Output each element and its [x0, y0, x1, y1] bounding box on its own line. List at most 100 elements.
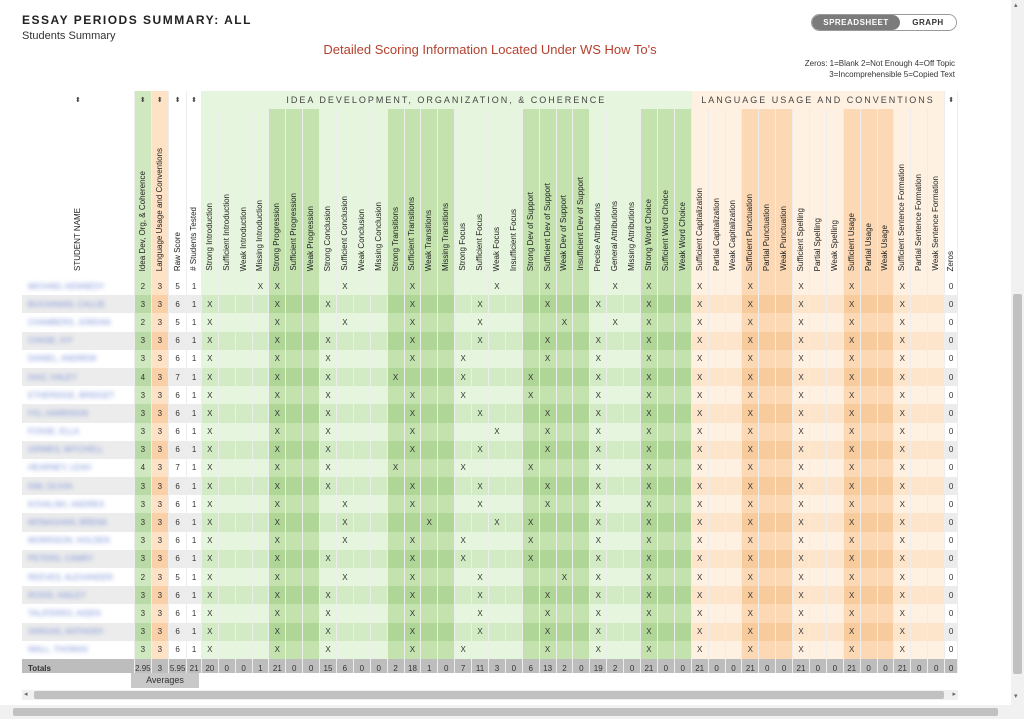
spreadsheet-tab[interactable]: SPREADSHEET — [812, 15, 900, 30]
student-name-cell[interactable]: KIM, OLIVIA — [22, 477, 135, 496]
student-name[interactable]: MONAGHAN, BRENA — [28, 518, 108, 528]
student-name[interactable]: GRIMES, MITCHELL — [28, 445, 104, 455]
header-idea-criterion[interactable]: Insufficient Dev of Support — [572, 109, 591, 277]
student-name-cell[interactable]: PETERS, CAMRY — [22, 549, 135, 568]
header-student-name[interactable]: STUDENT NAME — [22, 109, 135, 277]
header-lang-criterion[interactable]: Weak Sentence Formation — [927, 109, 946, 277]
student-name[interactable]: DANIEL, ANDREW — [28, 354, 97, 364]
header-idea-criterion[interactable]: Sufficient Word Choice — [657, 109, 675, 277]
header-idea-criterion[interactable]: Strong Transitions — [387, 109, 405, 277]
sort-students-tested-icon[interactable]: ⬍ — [186, 91, 202, 109]
student-name-cell[interactable]: MICHAEL KENNEDY — [22, 277, 135, 296]
header-lang-criterion[interactable]: Partial Sentence Formation — [910, 109, 929, 277]
student-name-cell[interactable]: HEARNEY, LEAH — [22, 458, 135, 478]
header-idea-criterion[interactable]: Weak Word Choice — [674, 109, 692, 277]
header-lang-criterion[interactable]: Sufficient Punctuation — [741, 109, 760, 277]
student-name[interactable]: FIG, HARRISON — [28, 408, 89, 418]
header-idea-criterion[interactable]: Missing Transitions — [437, 109, 456, 277]
student-name[interactable]: ETHERIDGE, BRIDGET — [28, 390, 115, 400]
header-students-tested[interactable]: # Students Tested — [186, 109, 202, 277]
header-lang-criterion[interactable]: Sufficient Sentence Formation — [893, 109, 912, 277]
header-idea-criterion[interactable]: Strong Dev of Support — [522, 109, 540, 277]
sort-student-name-icon[interactable]: ⬍ — [22, 91, 135, 109]
student-name-cell[interactable]: ROSSI, HAILEY — [22, 586, 135, 605]
header-idea-criterion[interactable]: Missing Introduction — [252, 109, 270, 277]
student-name-cell[interactable]: GRIMES, MITCHELL — [22, 440, 135, 459]
sort-lang-score-icon[interactable]: ⬍ — [151, 91, 169, 109]
student-name-cell[interactable]: MORRISON, HOLDEN — [22, 531, 135, 550]
student-name[interactable]: REEVES, ALEXANDER — [28, 572, 113, 582]
header-idea-criterion[interactable]: Strong Introduction — [201, 109, 219, 277]
student-name-cell[interactable]: FOSSE, ELLA — [22, 422, 135, 441]
header-lang-criterion[interactable]: Partial Spelling — [809, 109, 827, 277]
student-name-cell[interactable]: DIAZ, HALEY — [22, 367, 135, 387]
horizontal-scrollbar[interactable]: ◂ ▸ — [22, 690, 958, 700]
student-name-cell[interactable]: BUCHANAN, CALLIE — [22, 295, 135, 314]
horizontal-scroll-thumb[interactable] — [34, 691, 944, 699]
vertical-scroll-thumb[interactable] — [1013, 294, 1022, 674]
student-name-cell[interactable]: TALIFERRO, AIDEN — [22, 604, 135, 623]
student-name[interactable]: MICHAEL KENNEDY — [28, 281, 105, 291]
header-idea-criterion[interactable]: Sufficient Conclusion — [336, 109, 354, 277]
header-idea-criterion[interactable]: Weak Focus — [488, 109, 506, 277]
scroll-down-icon[interactable]: ▾ — [1014, 693, 1018, 700]
header-lang-criterion[interactable]: Weak Spelling — [826, 109, 844, 277]
scroll-right-icon[interactable]: ▸ — [952, 691, 956, 698]
header-idea-criterion[interactable]: Weak Progression — [302, 109, 321, 277]
header-idea-criterion[interactable]: Sufficient Dev of Support — [539, 109, 557, 277]
student-name[interactable]: PETERS, CAMRY — [28, 554, 94, 564]
header-idea-criterion[interactable]: Weak Conclusion — [353, 109, 371, 277]
header-lang-criterion[interactable]: Sufficient Capitalization — [691, 109, 709, 277]
header-idea-criterion[interactable]: Sufficient Progression — [285, 109, 304, 277]
window-scrollbar[interactable] — [0, 705, 1024, 719]
student-name-cell[interactable]: DANIEL, ANDREW — [22, 349, 135, 368]
student-name[interactable]: CHAMBERS, JORDAN — [28, 317, 111, 327]
header-lang-criterion[interactable]: Sufficient Spelling — [792, 109, 810, 277]
student-name[interactable]: FOSSE, ELLA — [28, 427, 80, 437]
student-name[interactable]: KOVALSKI, ANDREA — [28, 499, 105, 509]
header-idea-criterion[interactable]: Missing Attributions — [623, 109, 641, 277]
header-zeros[interactable]: Zeros — [944, 109, 958, 277]
header-lang-criterion[interactable]: Partial Punctuation — [758, 109, 777, 277]
student-name-cell[interactable]: FIG, HARRISON — [22, 404, 135, 423]
student-name[interactable]: ROSSI, HAILEY — [28, 590, 86, 600]
header-idea-criterion[interactable]: Strong Focus — [454, 109, 473, 277]
header-idea-criterion[interactable]: Sufficient Transitions — [404, 109, 422, 277]
header-idea-criterion[interactable]: Weak Introduction — [235, 109, 253, 277]
header-lang-criterion[interactable]: Partial Capitalization — [708, 109, 726, 277]
sort-zeros-icon[interactable]: ⬍ — [944, 91, 958, 109]
header-lang-criterion[interactable]: Sufficient Usage — [843, 109, 861, 277]
averages-button[interactable]: Averages — [131, 673, 199, 688]
student-name[interactable]: CHASE, IVY — [28, 336, 73, 346]
header-idea-criterion[interactable]: Sufficient Focus — [471, 109, 489, 277]
student-name[interactable]: HEARNEY, LEAH — [28, 463, 91, 473]
sort-idea-score-icon[interactable]: ⬍ — [134, 91, 152, 109]
window-scroll-thumb[interactable] — [13, 708, 998, 716]
header-lang-criterion[interactable]: Weak Capitalization — [725, 109, 743, 277]
student-name[interactable]: TALIFERRO, AIDEN — [28, 608, 101, 618]
student-name-cell[interactable]: REEVES, ALEXANDER — [22, 568, 135, 587]
vertical-scrollbar[interactable]: ▴ ▾ — [1011, 0, 1024, 705]
scroll-up-icon[interactable]: ▴ — [1014, 2, 1018, 9]
header-lang-criterion[interactable]: Partial Usage — [860, 109, 878, 277]
header-lang-score[interactable]: Language Usage and Conventions — [151, 109, 169, 277]
graph-tab[interactable]: GRAPH — [900, 15, 956, 30]
header-idea-score[interactable]: Idea Dev, Org, & Coherence — [134, 109, 152, 277]
scroll-left-icon[interactable]: ◂ — [24, 691, 28, 698]
student-name-cell[interactable]: VARGAS, ANTHONY — [22, 622, 135, 641]
header-raw-score[interactable]: Raw Score — [168, 109, 188, 277]
header-lang-criterion[interactable]: Weak Usage — [877, 109, 895, 277]
student-name[interactable]: MORRISON, HOLDEN — [28, 536, 110, 546]
student-name-cell[interactable]: KOVALSKI, ANDREA — [22, 495, 135, 514]
student-name[interactable]: VARGAS, ANTHONY — [28, 627, 104, 637]
header-idea-criterion[interactable]: General Attributions — [606, 109, 625, 277]
header-idea-criterion[interactable]: Sufficient Introduction — [218, 109, 236, 277]
header-idea-criterion[interactable]: Precise Attributions — [589, 109, 608, 277]
student-name[interactable]: DIAZ, HALEY — [28, 372, 77, 382]
header-idea-criterion[interactable]: Weak Transitions — [420, 109, 439, 277]
student-name[interactable]: KIM, OLIVIA — [28, 481, 73, 491]
header-idea-criterion[interactable]: Strong Progression — [268, 109, 287, 277]
student-name-cell[interactable]: ETHERIDGE, BRIDGET — [22, 386, 135, 405]
header-idea-criterion[interactable]: Insufficient Focus — [505, 109, 523, 277]
header-idea-criterion[interactable]: Weak Dev of Support — [556, 109, 574, 277]
